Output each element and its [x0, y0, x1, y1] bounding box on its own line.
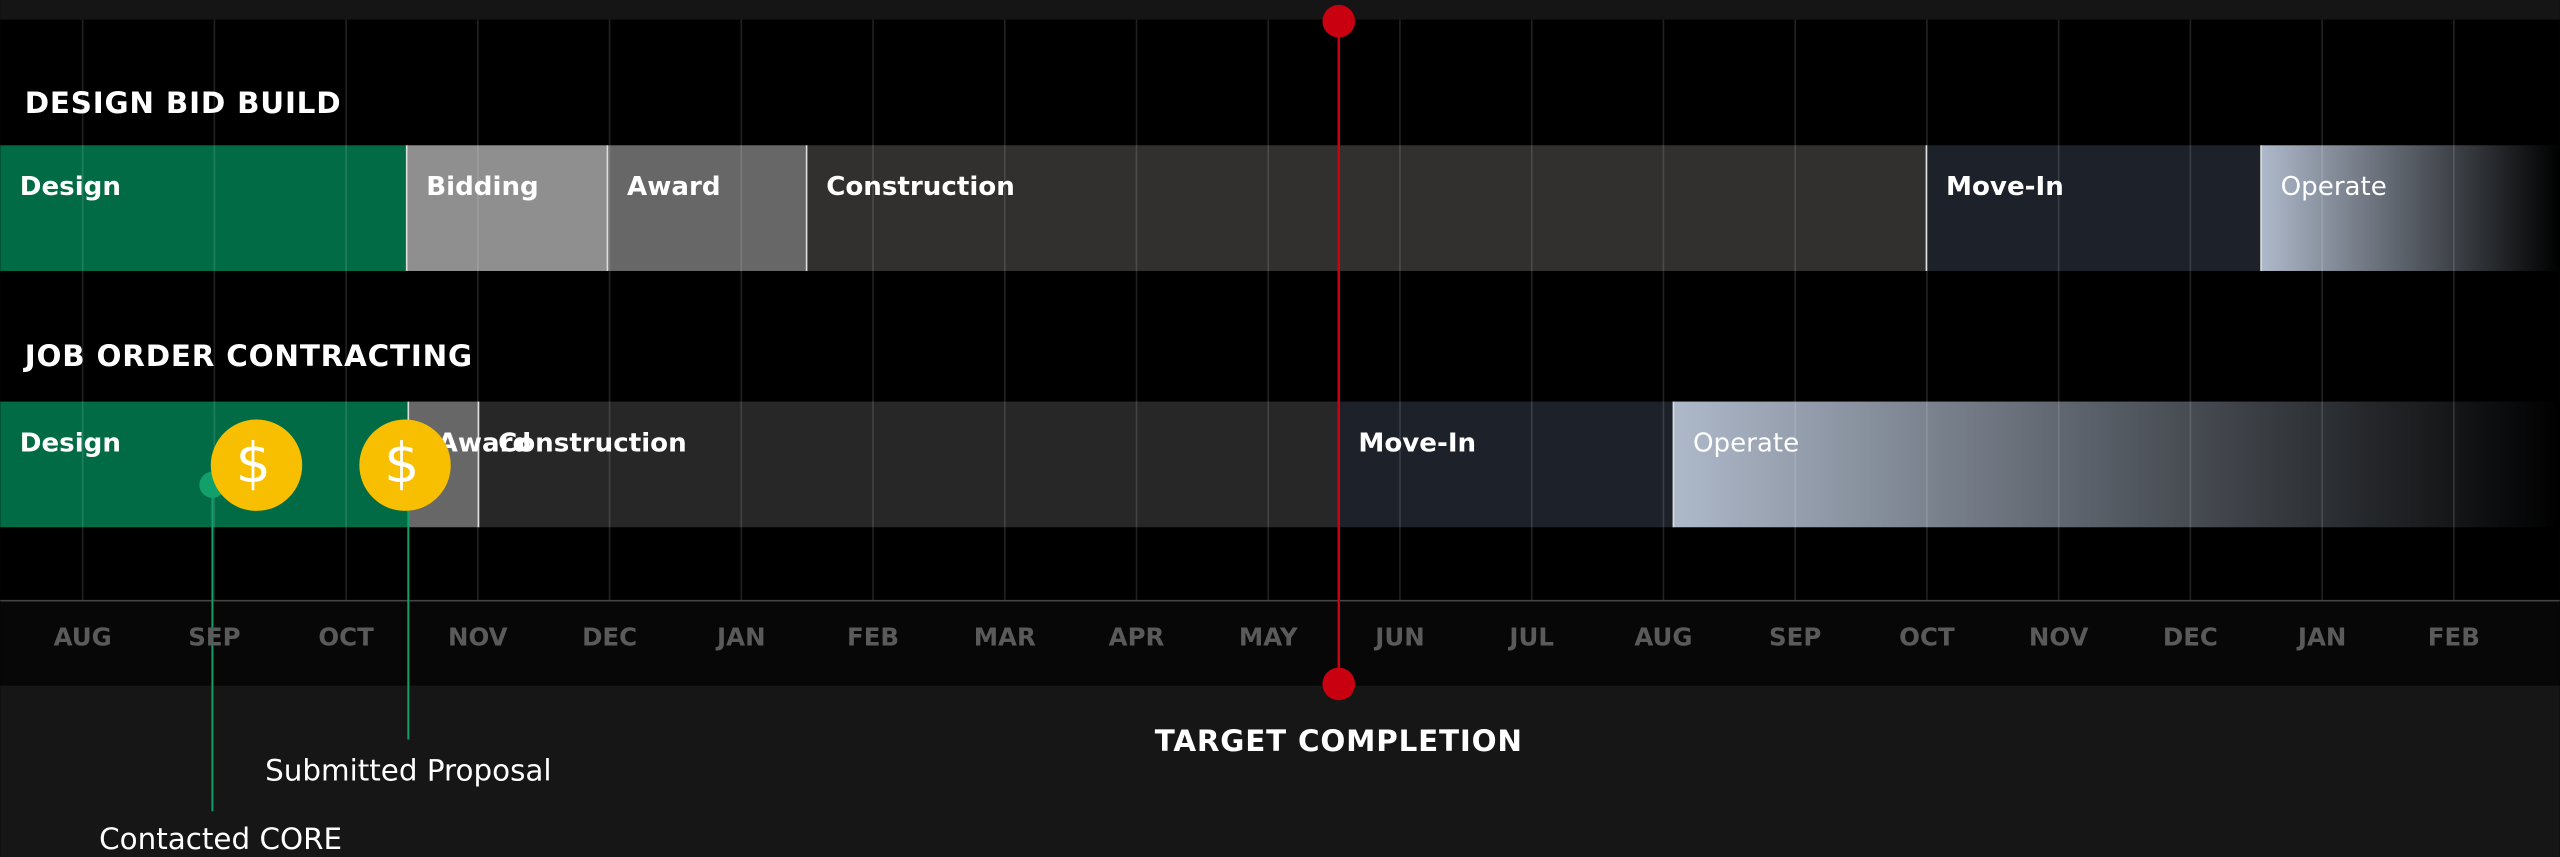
coin — [210, 419, 303, 511]
target-dot — [1322, 667, 1356, 701]
month-label: SEP — [188, 622, 240, 651]
month-label: APR — [1109, 622, 1165, 651]
phase-label: Bidding — [426, 172, 538, 202]
phase-label: Design — [20, 429, 121, 459]
phase-bar — [406, 145, 608, 271]
phase-label: Operate — [1693, 429, 1799, 459]
phase-label: Award — [438, 429, 532, 459]
month-label: MAR — [974, 622, 1036, 651]
month-label: JUL — [1507, 622, 1554, 651]
month-label: SEP — [1769, 622, 1821, 651]
phase-label: Operate — [2281, 172, 2387, 202]
phase-label: Move-In — [1946, 172, 2064, 202]
milestone-label: Submitted Proposal — [265, 754, 551, 788]
month-label: AUG — [54, 622, 112, 651]
month-label: OCT — [318, 622, 374, 651]
phase-bar — [1926, 145, 2262, 271]
axis-band — [0, 600, 2560, 686]
coin-icon: $ — [384, 431, 419, 496]
month-label: MAY — [1239, 622, 1298, 651]
month-label: FEB — [2428, 622, 2480, 651]
panel — [0, 0, 2560, 686]
phase-label: Design — [20, 172, 121, 202]
month-label: JAN — [715, 622, 766, 651]
phase-label: Construction — [826, 172, 1015, 202]
phase-bar — [1338, 401, 1674, 528]
section-title: JOB ORDER CONTRACTING — [23, 339, 473, 373]
month-label: FEB — [847, 622, 899, 651]
month-label: JUN — [1373, 622, 1424, 651]
phase-label: Award — [627, 172, 721, 202]
phase-bar — [1673, 401, 2560, 528]
phase-label: Move-In — [1358, 429, 1476, 459]
phase-bar — [607, 145, 807, 271]
coin — [359, 419, 451, 511]
phase-bar — [0, 145, 407, 271]
phase-bar — [0, 401, 409, 528]
milestone-label: Contacted CORE — [99, 822, 342, 856]
top-strip — [0, 0, 2560, 20]
section-title: DESIGN BID BUILD — [25, 86, 342, 120]
month-label: NOV — [448, 622, 508, 651]
target-dot — [1322, 4, 1356, 38]
phase-label: Construction — [498, 429, 687, 459]
month-label: JAN — [2296, 622, 2347, 651]
phase-bar — [478, 401, 1339, 528]
phase-bar — [806, 145, 1927, 271]
month-label: AUG — [1634, 622, 1692, 651]
month-label: DEC — [2163, 622, 2218, 651]
coin-icon: $ — [236, 431, 271, 496]
target-label: TARGET COMPLETION — [1155, 724, 1523, 758]
month-label: NOV — [2029, 622, 2089, 651]
month-label: DEC — [582, 622, 637, 651]
month-label: OCT — [1899, 622, 1955, 651]
phase-bar — [2261, 145, 2560, 271]
